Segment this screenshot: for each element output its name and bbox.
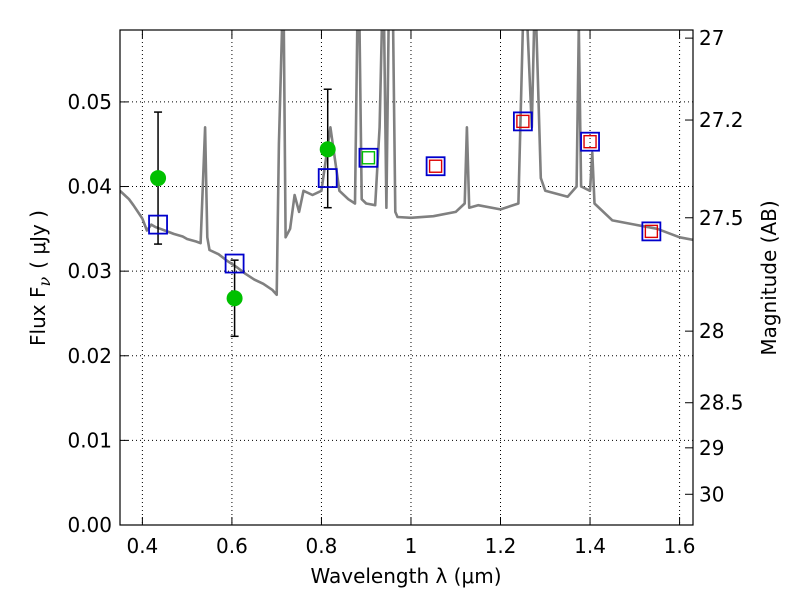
axis-ticks — [120, 30, 693, 526]
x-axis-title: Wavelength λ (μm) — [310, 564, 501, 588]
x-tick-label: 0.8 — [306, 534, 338, 558]
right-tick-label: 28 — [699, 319, 724, 343]
band-flux-square — [516, 114, 530, 129]
right-axis-title: Magnitude (AB) — [757, 200, 781, 355]
x-tick-label: 1.2 — [485, 534, 517, 558]
y-axis-title: Flux Fν ( μJy ) — [26, 210, 54, 346]
x-tick-label: 0.6 — [216, 534, 248, 558]
spectrum-layer — [120, 30, 693, 297]
plot-frame — [119, 29, 694, 526]
y-tick-label: 0.03 — [67, 259, 112, 283]
observed-flux-point — [319, 141, 336, 158]
right-tick-label: 27 — [699, 26, 724, 50]
right-tick-label: 27.5 — [699, 206, 744, 230]
band-flux-square — [361, 151, 376, 165]
model-flux-square — [512, 111, 533, 132]
y-tick-label: 0.00 — [67, 513, 112, 537]
y-axis-title-flux: Flux F — [26, 287, 50, 346]
y-tick-label: 0.02 — [67, 344, 112, 368]
model-flux-square — [224, 253, 245, 274]
y-tick-label: 0.05 — [67, 90, 112, 114]
x-tick-label: 1.4 — [574, 534, 606, 558]
x-tick-label: 0.4 — [126, 534, 158, 558]
grid — [120, 30, 693, 526]
band-flux-square — [644, 224, 659, 239]
right-tick-label: 28.5 — [699, 391, 744, 415]
tick-labels: 0.4 0.6 0.8 1 1.2 1.4 1.6 0.00 0.01 0.02 0.03 0.04 0… — [67, 26, 743, 558]
observed-flux-point — [150, 170, 167, 187]
right-tick-label: 27.2 — [699, 108, 744, 132]
model-flux-square — [641, 221, 662, 242]
y-tick-label: 0.01 — [67, 428, 112, 452]
x-tick-label: 1 — [405, 534, 418, 558]
y-axis-title-subscript: ν — [35, 277, 54, 287]
model-flux-square — [148, 214, 168, 235]
model-flux-square — [358, 147, 379, 168]
x-tick-label: 1.6 — [664, 534, 696, 558]
y-tick-label: 0.04 — [67, 175, 112, 199]
model-flux-square — [425, 156, 446, 177]
band-flux-square — [428, 159, 443, 173]
model-flux-square — [317, 168, 338, 188]
right-tick-label: 30 — [699, 482, 724, 506]
right-tick-label: 29 — [699, 436, 724, 460]
model-spectrum-line — [120, 30, 693, 297]
observed-flux-point — [226, 290, 243, 307]
data-points — [148, 88, 662, 338]
y-axis-title-unit: ( μJy ) — [26, 210, 50, 269]
band-flux-square — [583, 134, 597, 149]
model-flux-square — [580, 131, 600, 152]
